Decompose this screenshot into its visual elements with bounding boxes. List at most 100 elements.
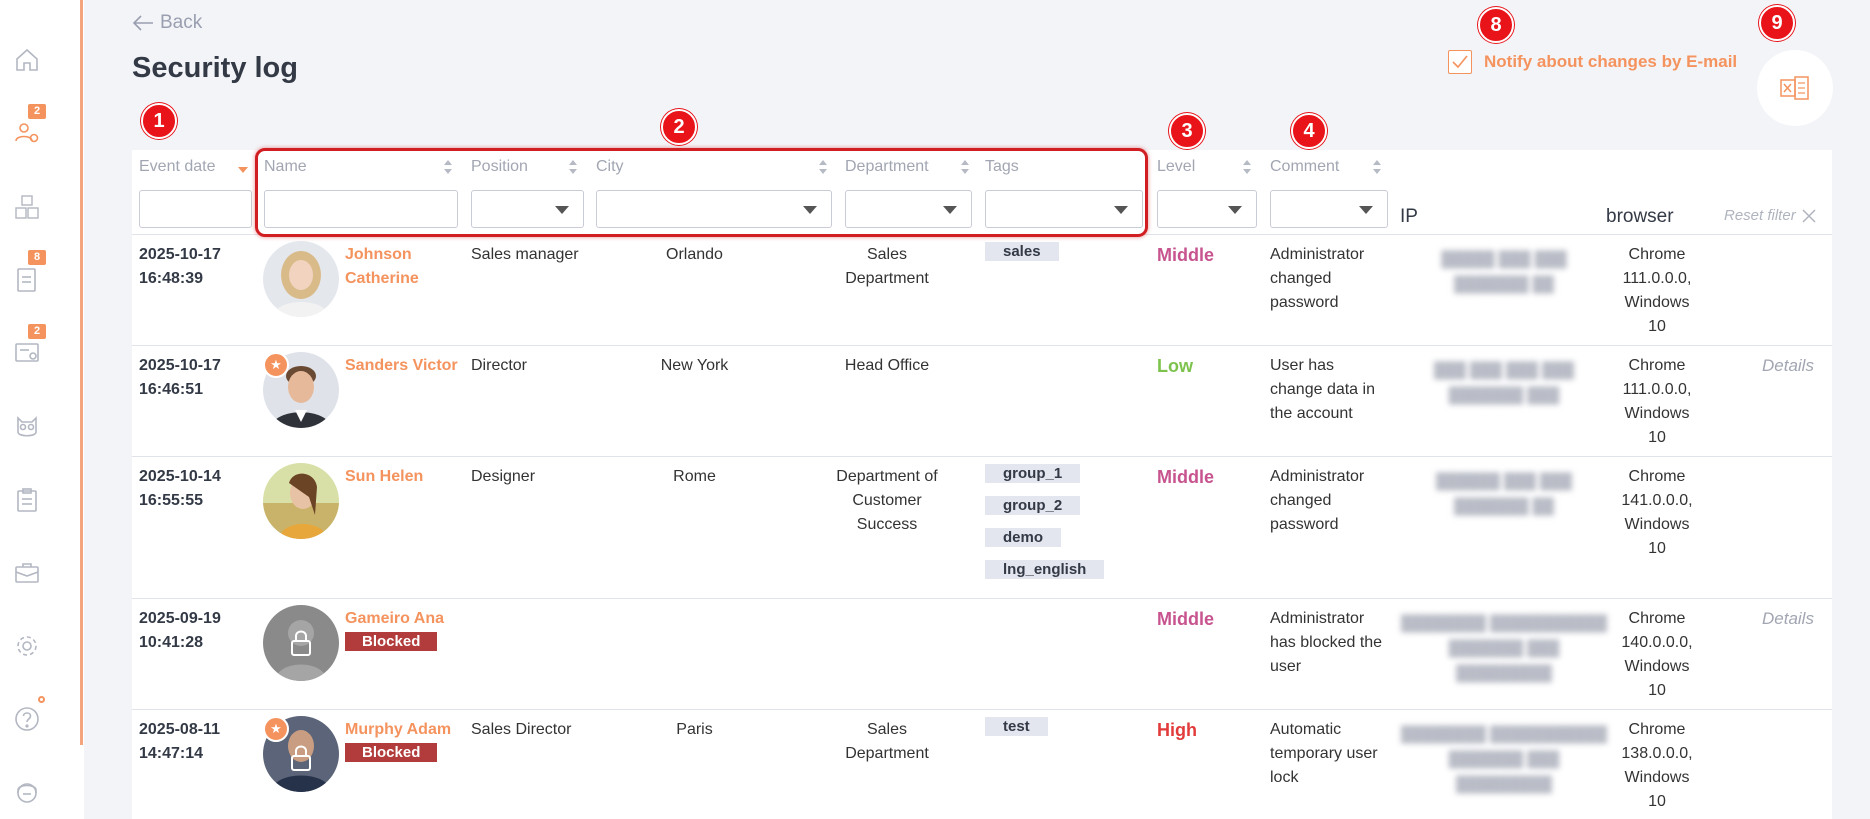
column-header-level[interactable]: Level — [1157, 158, 1196, 175]
column-header-event-date[interactable]: Event date — [139, 158, 216, 175]
event-date: 2025-10-17 16:48:39 — [139, 246, 221, 287]
sort-icon[interactable] — [568, 159, 578, 175]
sidebar-accent-line — [80, 0, 83, 745]
sort-icon[interactable] — [1242, 159, 1252, 175]
tag-badge: test — [985, 717, 1048, 736]
browser-info: Chrome 111.0.0.0, Windows 10 — [1622, 246, 1692, 335]
comment: Administrator changed password — [1270, 246, 1365, 311]
star-icon: ★ — [263, 716, 289, 742]
document-list-icon[interactable] — [12, 265, 42, 295]
users-gear-icon[interactable] — [12, 118, 42, 148]
table-row[interactable]: 2025-08-11 14:47:14 ★ Murphy Adam Blocked… — [132, 710, 1832, 819]
tag-badge: lng_english — [985, 560, 1105, 579]
chevron-down-icon — [943, 206, 957, 214]
user-name-link[interactable]: Johnson Catherine — [345, 246, 419, 287]
table-row[interactable]: 2025-10-17 16:46:51 ★ Sanders Victor Dire… — [132, 346, 1832, 457]
city: New York — [660, 357, 729, 374]
sort-icon[interactable] — [1372, 159, 1382, 175]
position: Designer — [471, 468, 536, 485]
sidebar-badge: 8 — [28, 250, 47, 265]
sort-icon[interactable] — [443, 159, 453, 175]
avatar[interactable] — [263, 605, 339, 681]
comment-filter-select[interactable] — [1270, 190, 1388, 228]
city-filter-select[interactable] — [596, 190, 832, 228]
user-name-link[interactable]: Sanders Victor — [345, 357, 458, 374]
certificate-icon[interactable] — [12, 338, 42, 368]
comment: User has change data in the account — [1270, 357, 1375, 422]
name-filter-input[interactable] — [264, 190, 458, 228]
comment: Administrator has blocked the user — [1270, 610, 1383, 675]
avatar[interactable] — [263, 463, 339, 539]
sort-desc-icon[interactable] — [238, 166, 248, 174]
department: Sales Department — [845, 246, 929, 287]
chevron-down-icon — [1114, 206, 1128, 214]
level-badge: Middle — [1157, 245, 1214, 265]
tags-filter-select[interactable] — [985, 190, 1143, 228]
user-name-link[interactable]: Murphy Adam — [345, 721, 452, 738]
level-badge: High — [1157, 720, 1197, 740]
sort-icon[interactable] — [818, 159, 828, 175]
position: Director — [471, 357, 528, 374]
annotation-marker-8: 8 — [1478, 7, 1514, 43]
city: Orlando — [666, 246, 723, 263]
annotation-marker-3: 3 — [1169, 113, 1205, 149]
event-date-filter-input[interactable] — [139, 190, 252, 228]
help-icon[interactable] — [12, 704, 42, 734]
notify-label: Notify about changes by E-mail — [1484, 52, 1738, 71]
user-name-link[interactable]: Sun Helen — [345, 468, 424, 485]
column-header-tags[interactable]: Tags — [985, 158, 1019, 175]
back-link[interactable]: Back — [132, 12, 202, 34]
position-filter-select[interactable] — [471, 190, 584, 228]
browser-info: Chrome 141.0.0.0, Windows 10 — [1621, 468, 1693, 557]
column-header-name[interactable]: Name — [264, 158, 307, 175]
position: Sales Director — [471, 721, 572, 738]
security-log-table: Event date Name Position City Department… — [132, 148, 1832, 819]
annotation-marker-1: 1 — [141, 103, 177, 139]
comment: Administrator changed password — [1270, 468, 1365, 533]
export-excel-button[interactable] — [1757, 50, 1833, 126]
table-row[interactable]: 2025-10-17 16:48:39 Johnson Catherine Sale… — [132, 235, 1832, 346]
support-chat-icon[interactable] — [12, 778, 42, 808]
ip-address-redacted: ████████ ███████████ ███████ ███ █████████ — [1400, 726, 1608, 793]
blocked-badge: Blocked — [345, 632, 438, 651]
column-header-comment[interactable]: Comment — [1270, 158, 1340, 175]
ip-address-redacted: ██████ ███ ███ ███████ ██ — [1436, 473, 1572, 515]
details-link[interactable]: Details — [1762, 609, 1814, 628]
arrow-left-icon — [132, 15, 153, 31]
level-filter-select[interactable] — [1157, 190, 1257, 228]
owl-icon[interactable] — [12, 413, 42, 443]
table-row[interactable]: 2025-10-14 16:55:55 Sun Helen Designer Ro… — [132, 457, 1832, 599]
comment: Automatic temporary user lock — [1270, 721, 1378, 786]
event-date: 2025-08-11 14:47:14 — [139, 721, 220, 762]
annotation-marker-9: 9 — [1759, 5, 1795, 41]
table-row[interactable]: 2025-09-19 10:41:28 Gameiro Ana Blocked M… — [132, 599, 1832, 710]
notify-toggle[interactable]: Notify about changes by E-mail — [1448, 50, 1737, 74]
column-header-position[interactable]: Position — [471, 158, 528, 175]
excel-icon — [1780, 76, 1809, 100]
sidebar: 2 8 2 — [0, 0, 84, 819]
department: Department of Customer Success — [836, 468, 938, 533]
home-icon[interactable] — [12, 45, 42, 75]
column-header-city[interactable]: City — [596, 158, 624, 175]
gear-icon[interactable] — [12, 631, 42, 661]
department-filter-select[interactable] — [845, 190, 972, 228]
ip-address-redacted: ███ ███ ███ ███ ███████ ███ — [1433, 362, 1575, 404]
clipboard-icon[interactable] — [12, 485, 42, 515]
notification-dot — [38, 696, 45, 703]
notify-checkbox[interactable] — [1448, 50, 1472, 74]
details-link[interactable]: Details — [1762, 356, 1814, 375]
abc-blocks-icon[interactable] — [12, 193, 42, 223]
reset-filter-button[interactable]: Reset filter — [1724, 207, 1816, 224]
browser-info: Chrome 140.0.0.0, Windows 10 — [1621, 610, 1693, 699]
user-name-link[interactable]: Gameiro Ana — [345, 610, 444, 627]
tag-badge: demo — [985, 528, 1062, 547]
sort-icon[interactable] — [960, 159, 970, 175]
ip-address-redacted: ████████ ███████████ ███████ ███ █████████ — [1400, 615, 1608, 682]
column-header-department[interactable]: Department — [845, 158, 929, 175]
city: Rome — [673, 468, 716, 485]
tag-badge: sales — [985, 242, 1059, 261]
avatar[interactable] — [263, 241, 339, 317]
ip-address-redacted: █████ ███ ███ ███████ ██ — [1441, 251, 1567, 293]
briefcase-icon[interactable] — [12, 558, 42, 588]
level-badge: Low — [1157, 356, 1193, 376]
